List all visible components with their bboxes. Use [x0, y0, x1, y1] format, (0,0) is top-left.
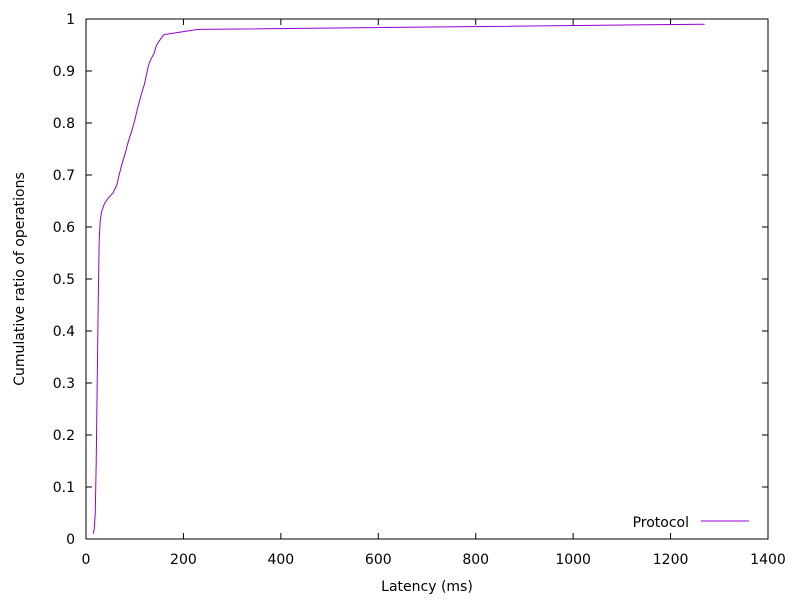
y-tick-label: 0.5	[53, 272, 75, 288]
x-tick-label: 200	[170, 552, 197, 568]
y-tick-label: 0.1	[53, 480, 75, 496]
y-tick-label: 0.4	[53, 324, 75, 340]
x-tick-label: 800	[462, 552, 489, 568]
y-tick-label: 0.2	[53, 428, 75, 444]
y-tick-label: 0	[66, 532, 75, 548]
series-group	[92, 23, 705, 534]
x-tick-label: 600	[365, 552, 392, 568]
y-tick-label: 0.6	[53, 220, 75, 236]
y-tick-label: 0.3	[53, 376, 75, 392]
ticks-group: 0 200 400 600 800 1000 1200 1400 0 0.1 0.2 0.3 0.4 0.…	[53, 12, 786, 568]
series-line-protocol	[92, 23, 705, 534]
y-tick-label: 1	[66, 12, 75, 28]
plot-frame	[85, 18, 769, 540]
x-tick-label: 0	[82, 552, 91, 568]
legend-label: Protocol	[633, 515, 689, 531]
x-tick-label: 400	[267, 552, 294, 568]
y-axis-title: Cumulative ratio of operations	[12, 172, 28, 386]
y-tick-label: 0.9	[53, 64, 75, 80]
axes-group	[85, 18, 769, 540]
y-tick-label: 0.8	[53, 116, 75, 132]
x-tick-label: 1400	[750, 552, 786, 568]
x-tick-label: 1000	[555, 552, 591, 568]
x-tick-label: 1200	[653, 552, 689, 568]
x-axis-title: Latency (ms)	[381, 579, 473, 595]
legend: Protocol	[633, 515, 749, 531]
y-tick-label: 0.7	[53, 168, 75, 184]
